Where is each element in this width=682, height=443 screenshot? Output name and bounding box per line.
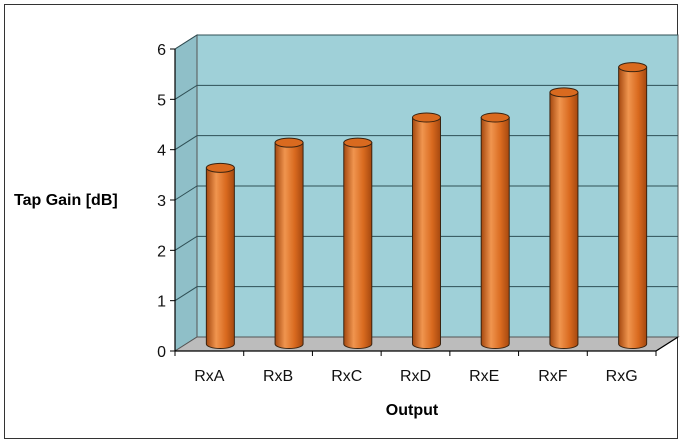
y-axis-title: Tap Gain [dB] [14,192,118,209]
x-axis-title: Output [386,402,439,419]
bar-top [412,112,441,123]
gridline [174,34,678,50]
y-tick-labels: 0 1 2 3 4 5 6 [157,42,166,361]
x-tick-label: RxC [331,368,362,385]
y-tick-label: 5 [157,92,166,109]
bar-body [205,167,235,349]
bar-body [618,66,648,349]
x-tick-labels: RxA RxB RxC RxD RxE RxF RxG [194,368,637,385]
gridline [174,286,678,302]
x-tick-label: RxB [263,368,293,385]
x-tick-label: RxE [469,368,499,385]
bar-top [549,87,579,98]
x-tick-label: RxG [606,368,638,385]
y-tick-label: 6 [157,42,166,59]
x-tick-label: RxD [400,368,431,385]
gridline [174,185,678,201]
bar-body [549,91,579,349]
gridline [174,135,678,151]
bar-top [343,137,373,148]
y-tick-label: 2 [157,243,166,260]
bar [274,137,304,349]
bar [618,62,648,349]
bar [480,112,510,349]
bar-body [480,117,510,349]
bar [549,87,579,349]
bar-body [343,142,373,349]
y-tick-label: 1 [157,294,166,311]
bar-top [480,112,510,123]
bar [205,162,235,349]
gridline [174,235,678,251]
bars [205,62,648,349]
gridline [174,84,678,100]
x-axis-depth-line [655,336,679,352]
gridlines [174,34,678,302]
x-tick-label: RxF [538,368,568,385]
bar [343,137,373,349]
bar-top [274,137,304,148]
bar-body [274,142,304,349]
x-tick-label: RxA [194,368,225,385]
y-tick-label: 4 [157,143,166,160]
bar-body [412,117,441,349]
bar [412,112,441,349]
bar-top [618,62,648,73]
axes [170,48,679,356]
y-tick-label: 3 [157,193,166,210]
bar-top [205,162,235,173]
y-tick-label: 0 [157,344,166,361]
